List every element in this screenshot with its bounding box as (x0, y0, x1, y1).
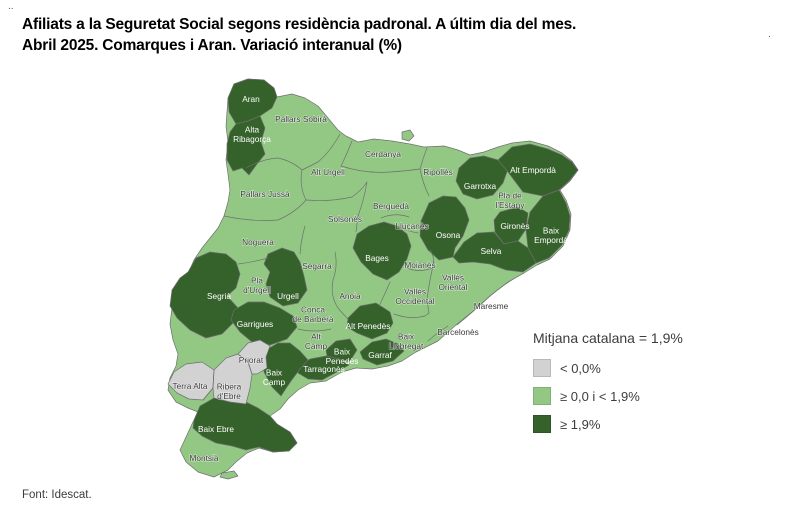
legend-row-negative: < 0,0% (533, 359, 683, 377)
comarca-alta-ribagorca[interactable] (226, 115, 266, 176)
title-line-2: Abril 2025. Comarques i Aran. Variació i… (22, 37, 402, 54)
comarca-aran[interactable] (227, 78, 278, 125)
legend-label-high: ≥ 1,9% (560, 416, 601, 432)
comarca-priorat[interactable] (237, 339, 271, 375)
comarca-baix-emporda[interactable] (525, 189, 571, 264)
legend-swatch-negative (533, 359, 551, 377)
comarca-garrotxa[interactable] (455, 155, 509, 200)
stray-mark-right: . (768, 29, 771, 40)
title-line-1: Afiliats a la Seguretat Social segons re… (22, 16, 577, 33)
comarca-alt-penedes[interactable] (346, 302, 394, 340)
source-note: Font: Idescat. (22, 489, 92, 501)
comarca-osona[interactable] (419, 195, 470, 261)
legend: Mitjana catalana = 1,9% < 0,0% ≥ 0,0 i <… (533, 330, 683, 443)
comarca-baix-camp[interactable] (262, 342, 309, 397)
map-delta-islet (219, 470, 239, 480)
map-llivia-enclave (401, 129, 415, 142)
legend-label-negative: < 0,0% (560, 360, 601, 376)
comarca-garraf[interactable] (359, 338, 405, 366)
page-title: Afiliats a la Seguretat Social segons re… (22, 14, 772, 56)
legend-swatch-high (533, 415, 551, 433)
legend-swatch-mid (533, 387, 551, 405)
comarca-borders (202, 133, 525, 401)
comarca-bages[interactable] (352, 221, 412, 281)
comarca-terra-alta[interactable] (167, 361, 215, 401)
comarca-alt-emporda[interactable] (497, 143, 579, 197)
comarques-neg[interactable] (167, 339, 271, 405)
comarca-selva[interactable] (452, 231, 537, 273)
legend-label-mid: ≥ 0,0 i < 1,9% (560, 388, 640, 404)
legend-row-high: ≥ 1,9% (533, 415, 683, 433)
comarca-urgell[interactable] (263, 247, 308, 307)
legend-mean-label: Mitjana catalana = 1,9% (533, 330, 683, 346)
comarques-high[interactable] (169, 78, 579, 453)
stray-mark-top-left: .. (8, 1, 14, 12)
comarca-garrigues[interactable] (230, 301, 298, 346)
legend-row-mid: ≥ 0,0 i < 1,9% (533, 387, 683, 405)
